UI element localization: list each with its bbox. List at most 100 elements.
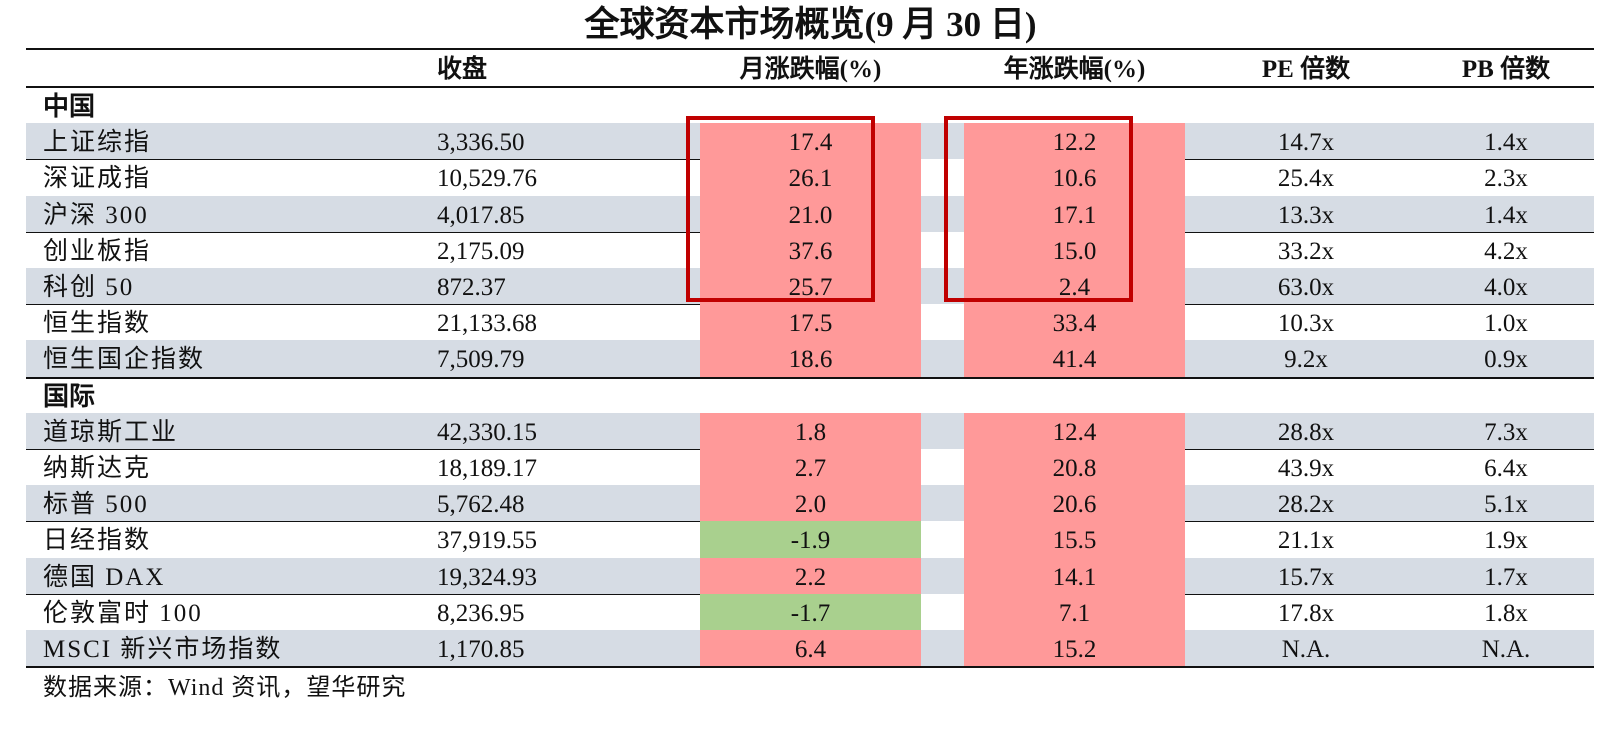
- pe-ratio: 17.8x: [1277, 600, 1335, 627]
- close-value: 7,509.79: [437, 346, 525, 373]
- pe-ratio: 13.3x: [1277, 202, 1335, 229]
- monthly-change: 1.8: [700, 413, 921, 450]
- column-gap: [921, 304, 964, 341]
- yearly-change: 7.1: [964, 594, 1185, 631]
- close-value: 1,170.85: [437, 636, 525, 663]
- pb-ratio: 5.1x: [1484, 491, 1528, 518]
- table-row: 科创 50 872.37 25.7 2.4 63.0x 4.0x: [26, 268, 1594, 305]
- close-value: 4,017.85: [437, 202, 525, 229]
- pb-ratio: 7.3x: [1484, 419, 1528, 446]
- monthly-change: 6.4: [700, 630, 921, 667]
- pe-ratio: 25.4x: [1277, 165, 1335, 192]
- close-value: 3,336.50: [437, 129, 525, 156]
- close-value: 42,330.15: [437, 419, 537, 446]
- pb-ratio: 0.9x: [1484, 346, 1528, 373]
- header-rule: [26, 86, 1594, 88]
- column-gap: [921, 485, 964, 522]
- index-name: 日经指数: [43, 527, 152, 554]
- column-gap: [921, 232, 964, 269]
- pe-ratio: 33.2x: [1277, 238, 1335, 265]
- column-gap: [921, 594, 964, 631]
- table-row: 沪深 300 4,017.85 21.0 17.1 13.3x 1.4x: [26, 196, 1594, 233]
- pb-ratio: 1.4x: [1484, 202, 1528, 229]
- monthly-change: 17.4: [700, 123, 921, 160]
- yearly-change: 10.6: [964, 159, 1185, 196]
- table-row: 恒生国企指数 7,509.79 18.6 41.4 9.2x 0.9x: [26, 340, 1594, 377]
- section-international: 国际: [26, 377, 1594, 414]
- table-row: 伦敦富时 100 8,236.95 -1.7 7.1 17.8x 1.8x: [26, 594, 1594, 631]
- yearly-highlight-box: [944, 116, 1133, 302]
- index-name: 道琼斯工业: [43, 419, 179, 446]
- close-value: 21,133.68: [437, 310, 537, 337]
- column-gap: [921, 558, 964, 595]
- pe-ratio: 21.1x: [1277, 527, 1335, 554]
- yearly-change: 15.0: [964, 232, 1185, 269]
- table-row: 德国 DAX 19,324.93 2.2 14.1 15.7x 1.7x: [26, 558, 1594, 595]
- pb-ratio: 1.7x: [1484, 564, 1528, 591]
- index-name: MSCI 新兴市场指数: [43, 636, 283, 663]
- section-label: 国际: [43, 381, 96, 411]
- yearly-change: 41.4: [964, 340, 1185, 377]
- row-divider: [26, 377, 1594, 379]
- monthly-change: 21.0: [700, 196, 921, 233]
- index-name: 上证综指: [43, 129, 152, 156]
- yearly-change: 12.2: [964, 123, 1185, 160]
- pb-ratio: 4.0x: [1484, 274, 1528, 301]
- close-value: 18,189.17: [437, 455, 537, 482]
- monthly-change: 2.2: [700, 558, 921, 595]
- pb-ratio: 1.0x: [1484, 310, 1528, 337]
- table-row: 标普 500 5,762.48 2.0 20.6 28.2x 5.1x: [26, 485, 1594, 522]
- header-yearly: 年涨跌幅(%): [1003, 56, 1146, 83]
- column-gap: [921, 196, 964, 233]
- index-name: 深证成指: [43, 165, 152, 192]
- pe-ratio: 28.2x: [1277, 491, 1335, 518]
- index-name: 伦敦富时 100: [43, 600, 203, 627]
- close-value: 2,175.09: [437, 238, 525, 265]
- table-row: 创业板指 2,175.09 37.6 15.0 33.2x 4.2x: [26, 232, 1594, 269]
- table-row: 纳斯达克 18,189.17 2.7 20.8 43.9x 6.4x: [26, 449, 1594, 486]
- monthly-change: 2.7: [700, 449, 921, 486]
- yearly-change: 15.2: [964, 630, 1185, 667]
- yearly-change: 20.8: [964, 449, 1185, 486]
- column-gap: [921, 413, 964, 450]
- pe-ratio: 15.7x: [1277, 564, 1335, 591]
- monthly-change: 18.6: [700, 340, 921, 377]
- column-gap: [921, 123, 964, 160]
- pb-ratio: 2.3x: [1484, 165, 1528, 192]
- yearly-change: 33.4: [964, 304, 1185, 341]
- monthly-change: 26.1: [700, 159, 921, 196]
- yearly-change: 12.4: [964, 413, 1185, 450]
- column-gap: [921, 521, 964, 558]
- index-name: 标普 500: [43, 491, 149, 518]
- header-close: 收盘: [437, 56, 488, 83]
- page-title: 全球资本市场概览(9 月 30 日): [584, 5, 1037, 44]
- row-divider: [26, 666, 1594, 668]
- close-value: 872.37: [437, 274, 506, 301]
- table-header: 收盘 月涨跌幅(%) 年涨跌幅(%) PE 倍数 PB 倍数: [26, 50, 1594, 87]
- header-pe: PE 倍数: [1261, 56, 1351, 83]
- close-value: 8,236.95: [437, 600, 525, 627]
- pb-ratio: 1.9x: [1484, 527, 1528, 554]
- section-china: 中国: [26, 87, 1594, 124]
- table-row: 深证成指 10,529.76 26.1 10.6 25.4x 2.3x: [26, 159, 1594, 196]
- table-row: 恒生指数 21,133.68 17.5 33.4 10.3x 1.0x: [26, 304, 1594, 341]
- index-name: 沪深 300: [43, 202, 149, 229]
- pe-ratio: N.A.: [1281, 636, 1331, 663]
- source-note: 数据来源：Wind 资讯，望华研究: [43, 675, 407, 701]
- close-value: 37,919.55: [437, 527, 537, 554]
- pe-ratio: 63.0x: [1277, 274, 1335, 301]
- index-name: 恒生指数: [43, 310, 152, 337]
- header-monthly: 月涨跌幅(%): [739, 56, 882, 83]
- index-name: 创业板指: [43, 238, 152, 265]
- yearly-change: 17.1: [964, 196, 1185, 233]
- pb-ratio: 1.4x: [1484, 129, 1528, 156]
- monthly-change: -1.7: [700, 594, 921, 631]
- column-gap: [921, 159, 964, 196]
- pb-ratio: 6.4x: [1484, 455, 1528, 482]
- pb-ratio: 4.2x: [1484, 238, 1528, 265]
- monthly-change: 2.0: [700, 485, 921, 522]
- monthly-change: 37.6: [700, 232, 921, 269]
- header-pb: PB 倍数: [1461, 56, 1551, 83]
- index-name: 科创 50: [43, 274, 135, 301]
- close-value: 19,324.93: [437, 564, 537, 591]
